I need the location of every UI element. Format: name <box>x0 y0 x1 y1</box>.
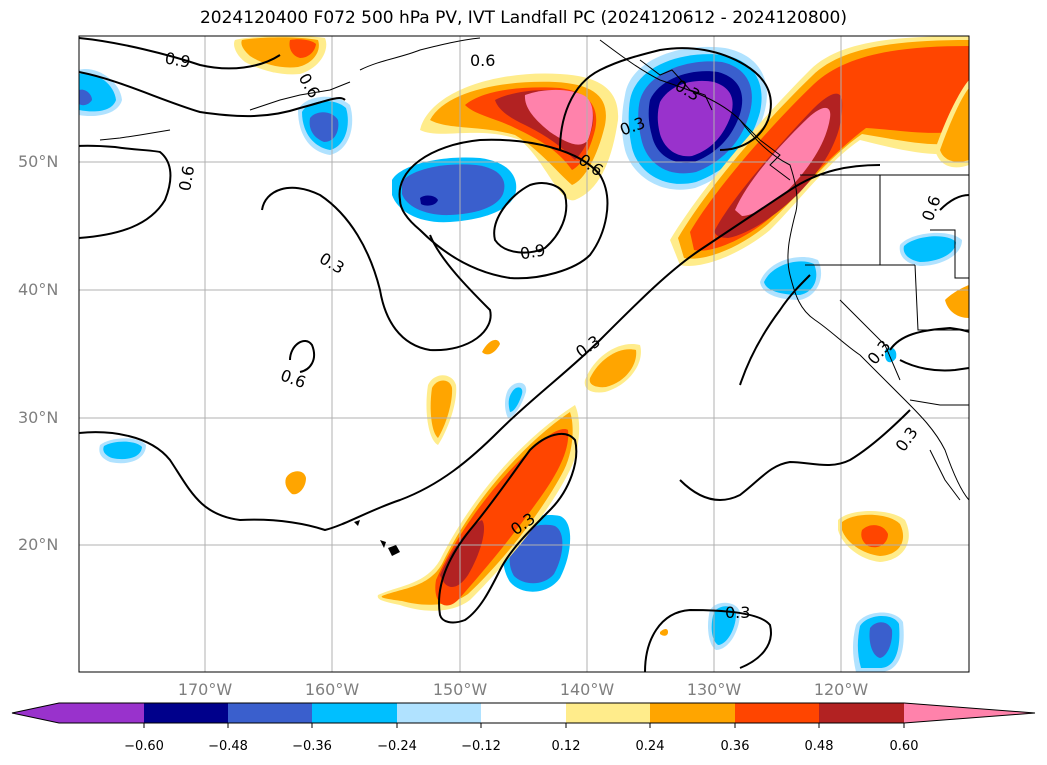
colorbar-tick-label: 0.60 <box>889 739 919 754</box>
colorbar-tick-label: 0.36 <box>720 739 750 754</box>
colorbar-segment <box>819 703 904 723</box>
negative-anomaly-150w <box>392 157 517 223</box>
contour-label: 0.9 <box>518 240 546 263</box>
colorbar-tick-label: −0.12 <box>461 739 501 754</box>
colorbar-segment <box>59 703 144 723</box>
lat-label-30n: 30°N <box>18 408 59 427</box>
graticule <box>79 36 969 672</box>
colorbar-tick-label: 0.12 <box>551 739 581 754</box>
lon-label-170w: 170°W <box>177 680 233 699</box>
colorbar-segment <box>735 703 819 723</box>
lon-label-120w: 120°W <box>813 680 869 699</box>
colorbar-tick-label: 0.24 <box>635 739 665 754</box>
lon-label-160w: 160°W <box>304 680 360 699</box>
map-frame <box>78 35 970 673</box>
contour-label: 0.3 <box>572 331 604 361</box>
colorbar-extension-low <box>12 703 59 723</box>
colorbar <box>11 702 1036 724</box>
contour-label: 0.6 <box>175 164 198 192</box>
colorbar-segment <box>312 703 397 723</box>
lat-label-40n: 40°N <box>18 280 59 299</box>
lat-label-50n: 50°N <box>18 152 59 171</box>
shaded-anomalies <box>79 36 969 672</box>
colorbar-segment <box>228 703 312 723</box>
lon-label-150w: 150°W <box>432 680 488 699</box>
colorbar-tick-label: −0.36 <box>292 739 332 754</box>
colorbar-ticks <box>143 723 905 728</box>
contour-label: 0.6 <box>295 70 324 102</box>
contour-label: 0.3 <box>725 603 750 622</box>
colorbar-segment <box>566 703 650 723</box>
colorbar-tick-label: −0.24 <box>377 739 417 754</box>
colorbar-extension-high <box>904 703 1035 723</box>
colorbar-tick-label: 0.48 <box>804 739 834 754</box>
chart-title: 2024120400 F072 500 hPa PV, IVT Landfall… <box>199 8 847 28</box>
pv-contours <box>79 37 969 672</box>
contour-label: 0.3 <box>316 249 348 278</box>
colorbar-segment <box>481 703 566 723</box>
lon-label-140w: 140°W <box>559 680 615 699</box>
positive-anomaly-subtropical <box>377 405 580 611</box>
positive-anomaly-north <box>234 36 327 75</box>
colorbar-segment <box>397 703 481 723</box>
contour-label: 0.9 <box>163 49 191 72</box>
contour-label: 0.3 <box>892 423 922 455</box>
colorbar-segment <box>650 703 735 723</box>
contour-label: 0.6 <box>918 193 945 223</box>
hawaii-islands <box>354 520 400 556</box>
colorbar-segment <box>144 703 228 723</box>
lat-label-20n: 20°N <box>18 535 59 554</box>
coastlines <box>99 37 969 501</box>
positive-anomaly-coastal <box>670 36 969 266</box>
contour-label: 0.6 <box>278 366 308 393</box>
lon-label-130w: 130°W <box>686 680 742 699</box>
colorbar-tick-label: −0.48 <box>208 739 248 754</box>
contour-label: 0.6 <box>470 51 495 70</box>
positive-anomaly-small <box>285 80 969 636</box>
colorbar-tick-label: −0.60 <box>124 739 164 754</box>
